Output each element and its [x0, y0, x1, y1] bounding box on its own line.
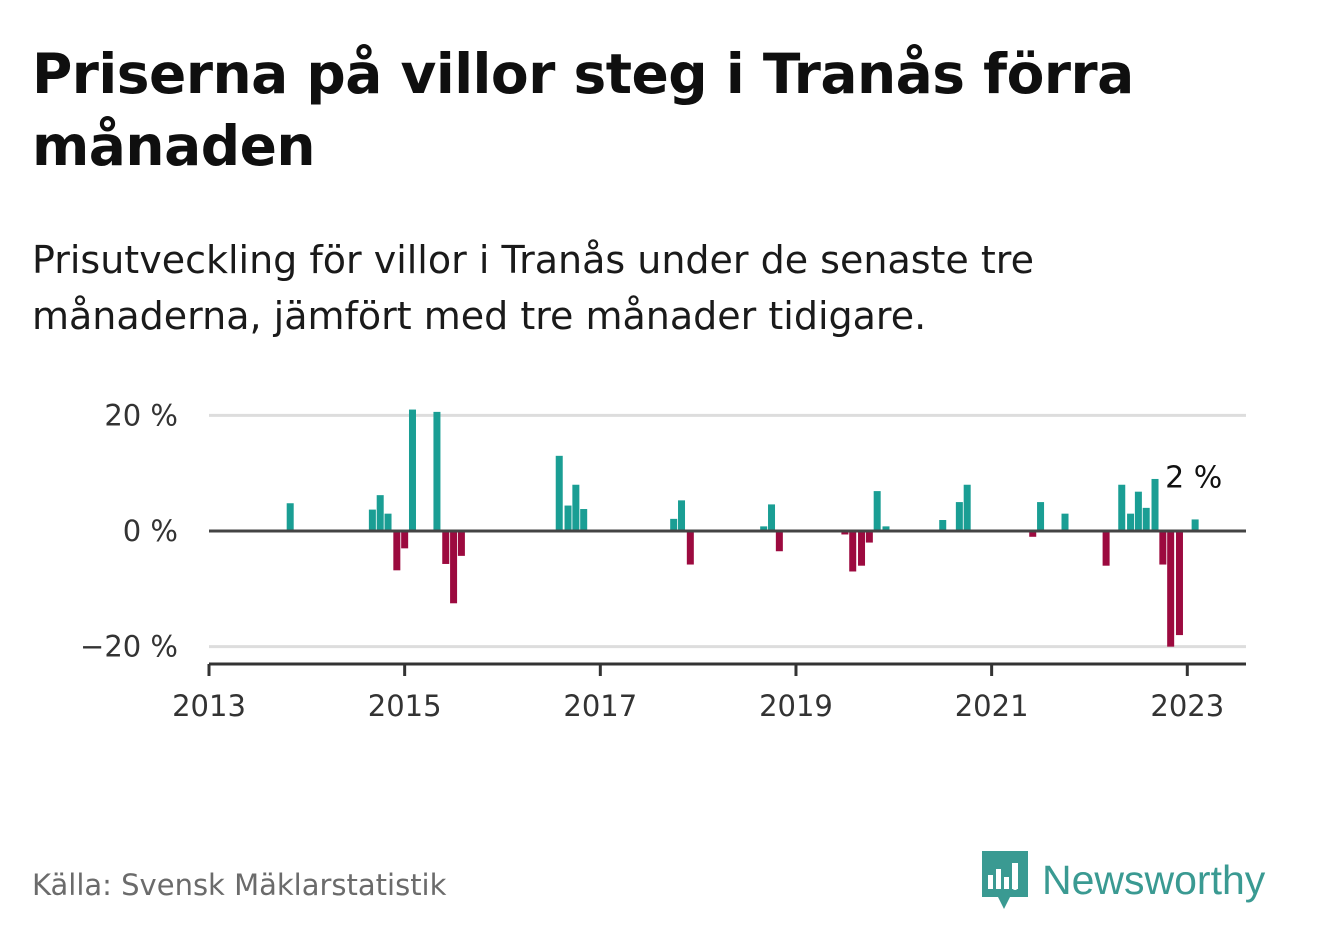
bar	[873, 491, 881, 531]
bar	[442, 531, 450, 564]
bar	[393, 531, 401, 571]
bar	[670, 518, 678, 531]
chart-subtitle: Prisutveckling för villor i Tranås under…	[32, 238, 1034, 338]
bar	[1151, 478, 1159, 531]
bar	[768, 504, 776, 531]
bar	[564, 505, 572, 531]
x-tick-label: 2017	[563, 689, 637, 723]
bar	[1134, 491, 1142, 531]
bar	[858, 531, 866, 566]
brand-name: Newsworthy	[1042, 856, 1266, 903]
bar-chart: 20 % 0 % −20 % 2013 2015 2017 2019 2021 2023 2 %	[80, 398, 1246, 723]
bar	[678, 500, 686, 531]
bars	[286, 409, 1199, 647]
bar	[1127, 513, 1135, 531]
bar	[401, 531, 409, 549]
bar	[1118, 484, 1126, 531]
bar	[450, 531, 458, 604]
bar	[1061, 513, 1069, 531]
bar	[580, 509, 588, 531]
bar	[1029, 531, 1037, 537]
bar	[1142, 507, 1150, 531]
bar	[1037, 502, 1045, 531]
axes	[207, 529, 1246, 676]
bar	[865, 531, 873, 543]
bar	[841, 531, 849, 535]
source-note: Källa: Svensk Mäklarstatistik	[32, 868, 447, 902]
bar	[760, 526, 768, 531]
bar	[408, 409, 416, 531]
bar	[882, 526, 890, 531]
newsworthy-logo-icon	[982, 851, 1028, 909]
bar	[1175, 531, 1183, 636]
bar	[939, 520, 947, 531]
bar	[1167, 531, 1175, 647]
gridlines	[209, 413, 1246, 649]
x-tick-label: 2013	[172, 689, 246, 723]
bar	[849, 531, 857, 572]
bar	[286, 503, 294, 531]
chart-title: Priserna på villor steg i Tranås förra m…	[32, 42, 1134, 178]
x-tick-label: 2023	[1150, 689, 1224, 723]
bar	[368, 509, 376, 531]
bar	[1159, 531, 1167, 565]
bar	[384, 513, 392, 531]
bar	[433, 411, 441, 531]
bar	[955, 502, 963, 531]
data-label: 2 %	[1165, 460, 1222, 495]
bar	[775, 531, 783, 552]
x-tick-label: 2021	[955, 689, 1029, 723]
bar	[963, 484, 971, 531]
bar	[1191, 519, 1199, 531]
newsworthy-logo[interactable]: Newsworthy	[980, 848, 1290, 912]
y-tick-label: 20 %	[104, 398, 178, 432]
y-tick-label: 0 %	[123, 514, 178, 548]
x-tick-label: 2015	[368, 689, 442, 723]
bar	[457, 531, 465, 556]
bar	[572, 484, 580, 531]
bar	[686, 531, 694, 565]
bar	[1102, 531, 1110, 566]
bar	[376, 495, 384, 531]
x-tick-label: 2019	[759, 689, 833, 723]
labels: 20 % 0 % −20 % 2013 2015 2017 2019 2021 2023 2 %	[80, 398, 1224, 723]
y-tick-label: −20 %	[80, 630, 178, 664]
bar	[555, 455, 563, 531]
